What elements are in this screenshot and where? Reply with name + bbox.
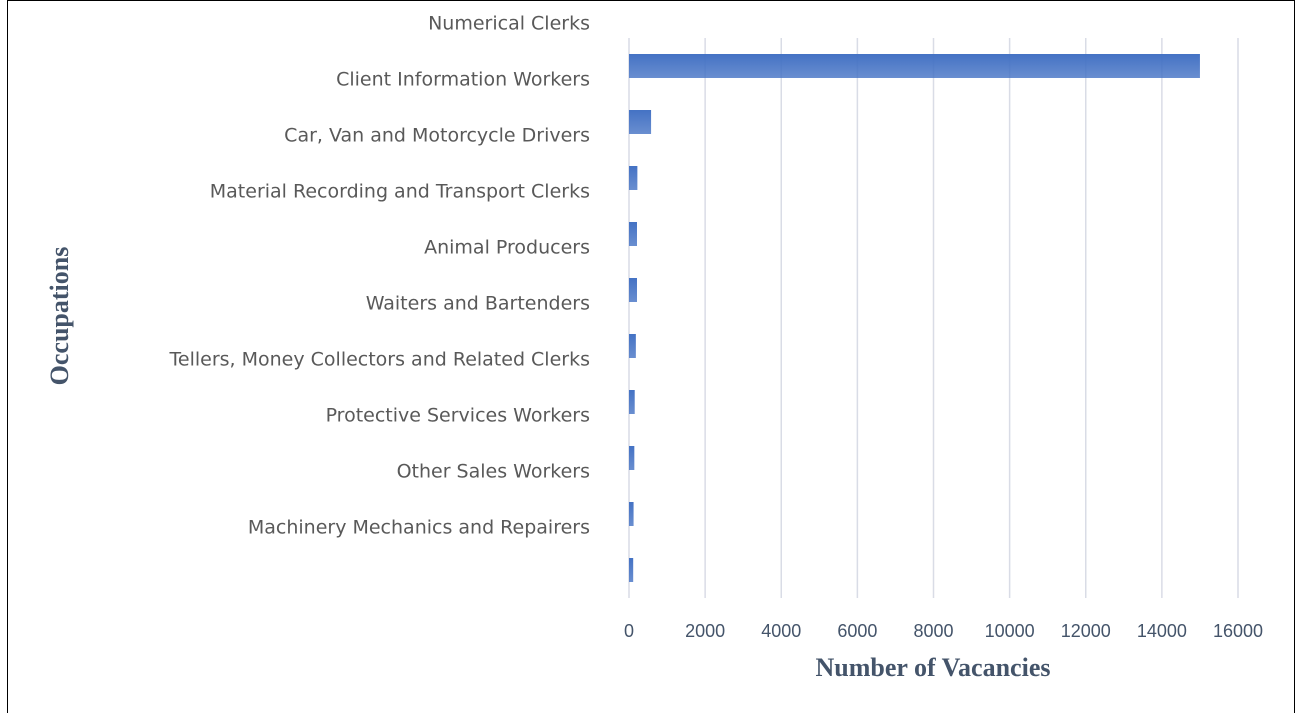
bar — [629, 166, 638, 190]
y-axis-title: Occupations — [45, 247, 74, 386]
y-tick-label: Numerical Clerks — [428, 13, 590, 35]
y-tick-label: Waiters and Bartenders — [366, 293, 590, 315]
x-tick-label: 0 — [624, 621, 634, 641]
x-tick-label: 2000 — [685, 621, 725, 641]
x-tick-label: 6000 — [837, 621, 877, 641]
x-tick-label: 10000 — [985, 621, 1035, 641]
y-tick-label: Machinery Mechanics and Repairers — [248, 517, 590, 539]
y-tick-label: Protective Services Workers — [326, 405, 590, 427]
y-tick-label: Other Sales Workers — [397, 461, 590, 483]
y-tick-label: Material Recording and Transport Clerks — [210, 181, 590, 203]
y-tick-label: Car, Van and Motorcycle Drivers — [284, 125, 590, 147]
x-tick-label: 16000 — [1213, 621, 1263, 641]
y-tick-label: Client Information Workers — [336, 69, 590, 91]
bar — [629, 502, 634, 526]
bar — [629, 558, 634, 582]
bar — [629, 222, 637, 246]
bar — [629, 334, 636, 358]
x-tick-label: 12000 — [1061, 621, 1111, 641]
y-tick-label: Tellers, Money Collectors and Related Cl… — [169, 349, 590, 371]
bar — [629, 54, 1200, 78]
x-tick-label: 14000 — [1137, 621, 1187, 641]
x-tick-label: 8000 — [913, 621, 953, 641]
x-axis-title: Number of Vacancies — [816, 653, 1051, 682]
bar — [629, 390, 635, 414]
bar — [629, 446, 635, 470]
bar — [629, 278, 637, 302]
x-tick-label: 4000 — [761, 621, 801, 641]
bar — [629, 110, 652, 134]
y-tick-label: Animal Producers — [424, 237, 590, 259]
